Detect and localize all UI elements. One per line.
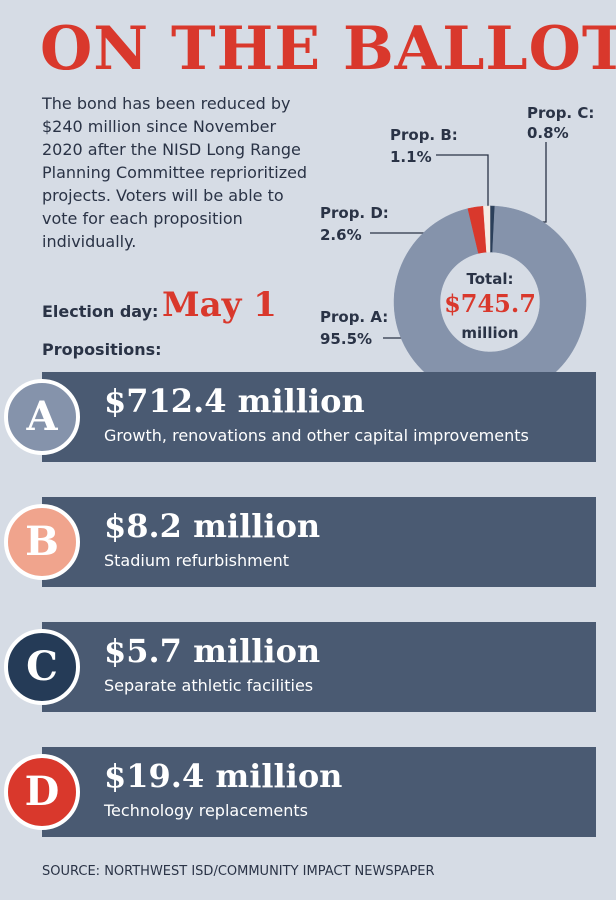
slice-label: Prop. D: (320, 204, 389, 222)
proposition-badge: B (4, 504, 80, 580)
proposition-description: Growth, renovations and other capital im… (104, 426, 529, 445)
slice (483, 205, 491, 253)
slice-label: Prop. A: (320, 308, 388, 326)
leader-line (520, 142, 547, 223)
leader-line (436, 154, 489, 210)
slice-value-label: 95.5% (320, 330, 372, 348)
proposition-badge: D (4, 754, 80, 830)
slice (393, 205, 587, 399)
donut-hole (441, 253, 539, 351)
slice-value-label: 0.8% (527, 124, 569, 142)
proposition-amount: $712.4 million (104, 382, 365, 420)
proposition-description: Technology replacements (104, 801, 309, 820)
source: SOURCE: NORTHWEST ISD/COMMUNITY IMPACT N… (42, 864, 435, 879)
proposition-badge: A (4, 379, 80, 455)
slice-value-label: 2.6% (320, 226, 362, 244)
election-date: May 1 (162, 285, 277, 325)
slice-value-label: 1.1% (390, 148, 432, 166)
center-label: Total: (467, 270, 514, 288)
proposition-description: Stadium refurbishment (104, 551, 289, 570)
proposition-badge: C (4, 629, 80, 705)
proposition-banner: $19.4 million Technology replacements (42, 747, 596, 837)
slice-label: Prop. B: (390, 126, 458, 144)
proposition-amount: $19.4 million (104, 757, 343, 795)
proposition-banner: $712.4 million Growth, renovations and ot… (42, 372, 596, 462)
proposition-description: Separate athletic facilities (104, 676, 314, 695)
proposition-amount: $5.7 million (104, 632, 321, 670)
intro: The bond has been reduced by $240 millio… (42, 94, 308, 251)
title: ON THE BALLOT (40, 14, 616, 84)
proposition-amount: $8.2 million (104, 507, 321, 545)
proposition-banner: $5.7 million Separate athletic facilities (42, 622, 596, 712)
slice-label: Prop. C: (527, 104, 594, 122)
propositions-label: Propositions: (42, 340, 162, 359)
center-unit: million (461, 324, 518, 342)
election-label: Election day: (42, 302, 159, 321)
proposition-banner: $8.2 million Stadium refurbishment (42, 497, 596, 587)
donut-chart: Prop. C: 0.8% Prop. B: 1.1% Prop. D: 2.6… (320, 104, 594, 399)
center-value: $745.7 (444, 289, 536, 318)
